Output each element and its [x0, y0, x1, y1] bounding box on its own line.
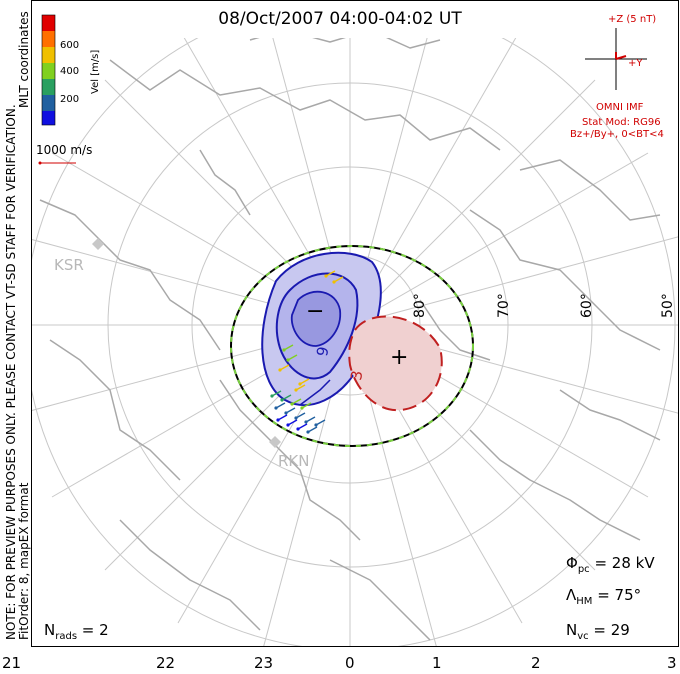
colorbar-tick-600: 600 [60, 40, 79, 51]
positive-cell [348, 315, 443, 412]
velocity-vector [307, 426, 318, 433]
lat-label-50: 50° [660, 293, 676, 318]
velocity-vector [287, 419, 298, 426]
vector-scale-label: 1000 m/s [36, 143, 92, 157]
velocity-vector [333, 276, 344, 283]
rkn-marker [269, 436, 281, 448]
vector-origin [284, 411, 288, 415]
mlt-tick-22: 22 [156, 654, 175, 672]
velocity-vector [315, 419, 326, 426]
lat-label-80: 80° [412, 293, 428, 318]
velocity-vector [285, 407, 296, 414]
imf-stat-mod: Stat Mod: RG96 [582, 117, 661, 128]
velocity-vector [297, 423, 308, 430]
hm-boundary-dash [230, 245, 474, 447]
vector-origin [278, 368, 282, 372]
vector-origin [300, 406, 304, 410]
n-vc: Nvc = 29 [566, 621, 630, 642]
colorbar-tick-200: 200 [60, 94, 79, 105]
vector-origin [304, 420, 308, 424]
n-rads: Nrads = 2 [44, 621, 109, 642]
velocity-vector [271, 390, 282, 397]
negative-symbol: − [306, 299, 324, 324]
velocity-vector [277, 414, 288, 421]
negative-contour-value: 9 [313, 345, 332, 358]
station-rkn: RKN [269, 436, 309, 470]
map-frame [31, 0, 679, 647]
velocity-vectors [270, 270, 344, 434]
imf-clock: +Z (5 nT) +Y OMNI IMF Stat Mod: RG96 Bz+… [570, 14, 664, 140]
mlt-tick-21: 21 [2, 654, 21, 672]
mlt-tick-2: 2 [531, 654, 541, 672]
velocity-vector [295, 384, 306, 391]
velocity-vector [299, 378, 310, 385]
mlt-tick-3: 3 [667, 654, 677, 672]
vector-origin [286, 423, 290, 427]
lat-label-70: 70° [496, 293, 512, 318]
plot-title: 08/Oct/2007 04:00-04:02 UT [218, 9, 462, 29]
vector-origin [314, 423, 318, 427]
imf-y-label: +Y [628, 58, 643, 69]
coord-label: MLT coordinates [17, 11, 31, 108]
velocity-vector [287, 354, 298, 361]
velocity-vector [291, 398, 302, 405]
positive-symbol: + [390, 345, 408, 370]
velocity-vector [275, 402, 286, 409]
coastlines [39, 38, 661, 641]
vector-origin [270, 394, 274, 398]
colorbar-tick-400: 400 [60, 66, 79, 77]
velocity-vector [301, 402, 312, 409]
lambda-hm: ΛHM = 75° [566, 586, 641, 607]
vector-origin [296, 427, 300, 431]
vector-origin [282, 348, 286, 352]
vector-origin [324, 274, 328, 278]
fit-statistics: Φpc = 28 kV ΛHM = 75° Nvc = 29 Nrads = 2 [44, 554, 655, 642]
imf-conditions: Bz+/By+, 0<BT<4 [570, 129, 664, 140]
fit-order-note: FitOrder: 8, mapEX format [17, 482, 31, 640]
vector-origin [290, 402, 294, 406]
mlt-tick-23: 23 [254, 654, 273, 672]
vector-origin [332, 280, 336, 284]
velocity-vector [281, 394, 292, 401]
vector-origin [306, 430, 310, 434]
velocity-vector [295, 412, 306, 419]
velocity-colorbar: 600 400 200 Vel [m/s] [41, 14, 101, 126]
vector-origin [280, 398, 284, 402]
mlt-tick-0: 0 [345, 654, 355, 672]
vector-origin [276, 418, 280, 422]
mlt-axis: 21 22 23 0 1 2 3 [2, 654, 677, 672]
preview-note: NOTE: FOR PREVIEW PURPOSES ONLY. PLEASE … [4, 104, 18, 640]
ksr-label: KSR [54, 256, 84, 274]
positive-contour-value: 3 [347, 369, 366, 382]
vector-origin [294, 388, 298, 392]
vector-origin [274, 406, 278, 410]
ksr-marker [92, 238, 104, 250]
rkn-label: RKN [278, 452, 309, 470]
vector-origin [294, 416, 298, 420]
lat-label-60: 60° [579, 293, 595, 318]
vector-scale: 1000 m/s [36, 143, 92, 165]
colorbar-label: Vel [m/s] [90, 50, 101, 94]
velocity-vector [279, 364, 290, 371]
velocity-vector [283, 344, 294, 351]
mlt-tick-1: 1 [432, 654, 442, 672]
imf-source: OMNI IMF [596, 102, 644, 113]
vector-origin [286, 358, 290, 362]
imf-z-label: +Z (5 nT) [608, 14, 656, 25]
vector-origin [298, 382, 302, 386]
velocity-vector [305, 416, 316, 423]
velocity-vector [325, 270, 336, 277]
station-ksr: KSR [54, 238, 104, 274]
phi-pc: Φpc = 28 kV [566, 554, 655, 575]
